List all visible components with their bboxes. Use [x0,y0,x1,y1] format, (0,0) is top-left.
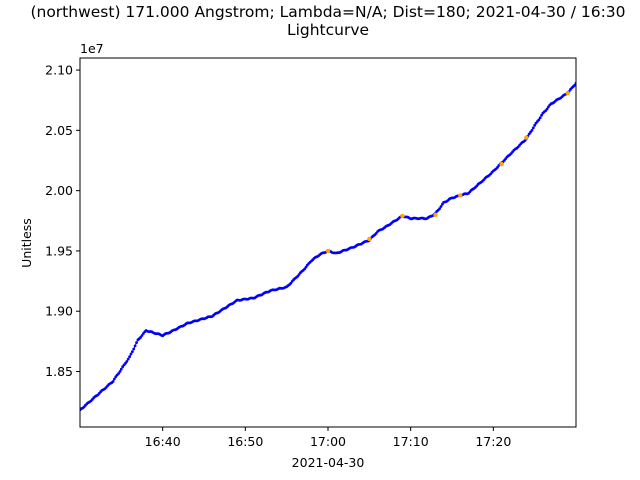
data-point [131,350,134,353]
x-tick-label: 17:20 [475,434,511,449]
data-point [111,380,115,383]
data-point [128,355,132,359]
y-tick-label: 2.00 [45,183,73,198]
x-tick-label: 17:10 [393,434,429,449]
data-point [118,370,122,373]
y-axis: 1.85 1.90 1.95 2.00 2.05 2.10 [45,63,80,379]
data-point [573,83,576,87]
x-tick-label: 17:00 [310,434,346,449]
data-point [530,129,534,132]
y-axis-label: Unitless [19,218,34,268]
series-line [80,83,576,411]
y-tick-label: 1.95 [45,243,73,258]
data-point [135,341,138,344]
highlighted-point [433,212,438,217]
data-point [438,207,441,211]
plot-area-frame [79,57,577,428]
data-point [113,377,116,381]
x-tick-label: 16:50 [227,434,263,449]
data-point [117,372,120,375]
data-point [439,205,443,208]
x-tick-label: 16:40 [145,434,181,449]
x-axis-label: 2021-04-30 [292,455,365,470]
data-point [125,360,129,363]
highlighted-point [367,236,372,242]
highlighted-point [400,213,405,219]
data-point [538,116,542,120]
highlighted-point [499,161,504,167]
highlighted-point [458,193,463,198]
data-point [119,367,123,371]
data-point [545,107,549,111]
y-tick-label: 2.10 [45,63,73,78]
chart-title-line2: Lightcurve [287,21,369,39]
highlighted-point [524,135,529,140]
highlighted-point [325,248,331,254]
y-tick-label: 2.05 [45,123,73,138]
data-point [540,113,543,117]
y-offset-label: 1e7 [80,41,104,56]
data-point [140,334,144,337]
highlighted-point [565,90,570,96]
y-tick-label: 1.90 [45,304,73,319]
data-point [132,347,136,351]
x-axis: 16:40 16:50 17:00 17:10 17:20 [145,427,511,449]
data-point [133,344,137,348]
data-point [537,118,541,122]
data-point [531,126,535,130]
y-tick-label: 1.85 [45,364,73,379]
data-point [533,123,537,127]
data-point [129,352,133,356]
chart-title-line1: (northwest) 171.000 Angstrom; Lambda=N/A… [30,3,625,21]
data-point [304,265,308,269]
data-point [126,357,130,361]
